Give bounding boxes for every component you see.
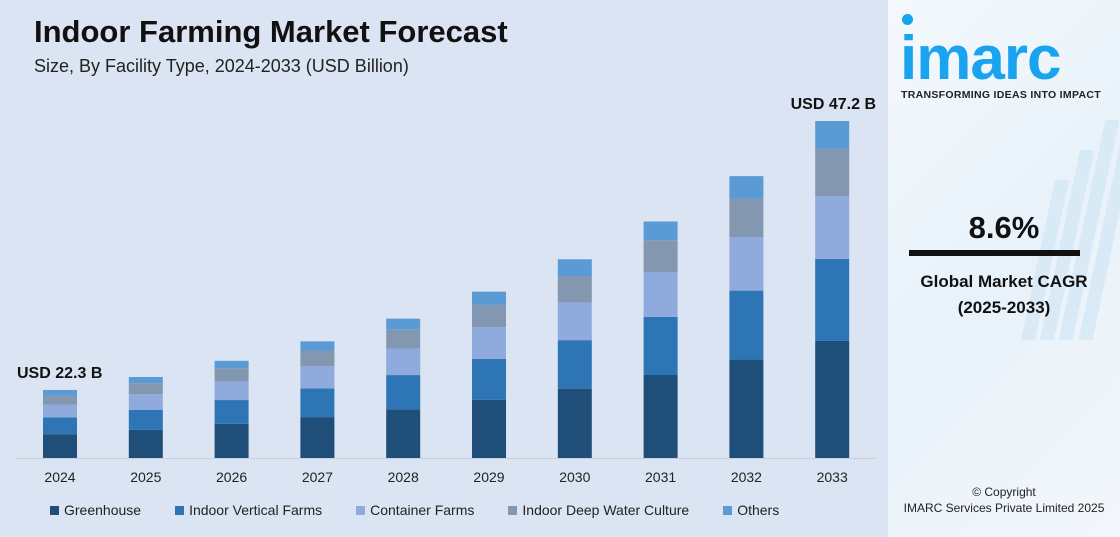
x-tick-label: 2032 <box>731 469 762 485</box>
x-tick-label: 2033 <box>817 469 848 485</box>
bar-greenhouse-2029 <box>472 399 506 458</box>
bar-others-2027 <box>300 341 335 351</box>
legend-swatch <box>50 505 59 515</box>
cagr-label-text: Global Market CAGR <box>920 272 1088 291</box>
x-tick-label: 2031 <box>645 469 676 485</box>
x-tick-label: 2028 <box>388 469 419 485</box>
stacked-bar-chart: 2024 USD 22.3 B 2025 2026 2027 2028 2029 2030 20… <box>16 96 876 485</box>
bar-indoor-deep-water-culture-2026 <box>214 368 249 382</box>
bar-others-2026 <box>214 360 249 369</box>
bar-others-2028 <box>386 318 421 330</box>
bar-container-farms-2028 <box>386 348 421 376</box>
info-panel: imarc TRANSFORMING IDEAS INTO IMPACT 8.6… <box>888 0 1120 537</box>
bar-indoor-vertical-farms-2032 <box>729 290 764 360</box>
legend-item: Greenhouse <box>50 502 141 518</box>
page-subtitle: Size, By Facility Type, 2024-2033 (USD B… <box>34 56 409 76</box>
bar-others-2029 <box>472 291 506 305</box>
x-tick-label: 2024 <box>44 469 75 485</box>
logo-tagline: TRANSFORMING IDEAS INTO IMPACT <box>901 89 1101 101</box>
chart-panel: Indoor Farming Market Forecast Size, By … <box>0 0 888 537</box>
company-name: IMARC Services Private Limited 2025 <box>903 501 1105 515</box>
x-tick-label: 2025 <box>130 469 161 485</box>
x-tick-label: 2030 <box>559 469 590 485</box>
bar-indoor-vertical-farms-2026 <box>214 400 249 424</box>
x-tick-label: 2029 <box>473 469 504 485</box>
bar-container-farms-2031 <box>643 272 678 317</box>
bar-others-2025 <box>128 377 163 384</box>
bar-indoor-vertical-farms-2031 <box>643 316 678 375</box>
bar-others-2030 <box>557 259 592 277</box>
bar-container-farms-2029 <box>472 327 506 359</box>
imarc-logo: imarc <box>900 24 1061 93</box>
logo-dot <box>902 14 913 25</box>
bar-greenhouse-2025 <box>128 429 163 458</box>
bar-greenhouse-2030 <box>557 388 592 458</box>
bar-indoor-deep-water-culture-2028 <box>386 329 421 349</box>
bar-greenhouse-2033 <box>815 340 850 458</box>
bar-container-farms-2033 <box>815 195 850 259</box>
bar-indoor-deep-water-culture-2024 <box>43 395 77 405</box>
bar-greenhouse-2026 <box>214 423 249 458</box>
bar-indoor-deep-water-culture-2029 <box>472 304 506 328</box>
legend-label: Others <box>737 502 780 518</box>
bar-greenhouse-2024 <box>43 434 77 458</box>
bar-indoor-vertical-farms-2030 <box>557 340 592 389</box>
bar-container-farms-2032 <box>729 237 764 291</box>
bar-indoor-deep-water-culture-2033 <box>815 148 850 196</box>
divider <box>909 250 1080 256</box>
bar-container-farms-2024 <box>43 404 77 418</box>
bar-greenhouse-2032 <box>729 359 764 458</box>
bar-indoor-vertical-farms-2028 <box>386 375 421 410</box>
bar-indoor-vertical-farms-2024 <box>43 417 77 435</box>
x-tick-label: 2026 <box>216 469 247 485</box>
legend-item: Container Farms <box>356 502 474 518</box>
bar-indoor-vertical-farms-2033 <box>815 258 850 341</box>
legend-swatch <box>723 505 733 515</box>
total-annotation: USD 47.2 B <box>791 96 876 113</box>
legend-label: Greenhouse <box>64 502 142 518</box>
legend-swatch <box>508 505 518 515</box>
page-title: Indoor Farming Market Forecast <box>34 14 508 49</box>
legend-swatch <box>356 505 366 515</box>
legend-item: Indoor Vertical Farms <box>175 502 322 518</box>
cagr-label: Global Market CAGR (2025-2033) <box>888 269 1120 321</box>
legend: Greenhouse Indoor Vertical Farms Container… <box>50 502 813 518</box>
bar-greenhouse-2031 <box>643 374 678 458</box>
bar-others-2033 <box>815 121 850 149</box>
bar-others-2024 <box>43 389 77 396</box>
bar-container-farms-2027 <box>300 366 335 389</box>
total-annotation: USD 22.3 B <box>17 365 102 382</box>
bar-others-2032 <box>729 176 764 199</box>
legend-item: Indoor Deep Water Culture <box>508 502 689 518</box>
bar-indoor-deep-water-culture-2027 <box>300 350 335 367</box>
bar-others-2031 <box>643 221 678 241</box>
copyright-text: © Copyright <box>972 485 1036 499</box>
bar-indoor-deep-water-culture-2025 <box>128 383 163 395</box>
legend-label: Indoor Vertical Farms <box>189 502 323 518</box>
copyright: © Copyright IMARC Services Private Limit… <box>888 484 1120 516</box>
bar-indoor-deep-water-culture-2030 <box>557 276 592 303</box>
legend-swatch <box>175 505 185 515</box>
bar-container-farms-2030 <box>557 302 592 341</box>
bar-indoor-vertical-farms-2029 <box>472 358 506 400</box>
bar-container-farms-2026 <box>214 381 249 401</box>
legend-label: Indoor Deep Water Culture <box>522 502 690 518</box>
bar-indoor-deep-water-culture-2031 <box>643 240 678 273</box>
legend-item: Others <box>723 502 779 518</box>
cagr-value: 8.6% <box>968 210 1040 245</box>
bar-indoor-vertical-farms-2025 <box>128 409 163 430</box>
bar-indoor-deep-water-culture-2032 <box>729 198 764 238</box>
bar-container-farms-2025 <box>128 394 163 410</box>
cagr-period: (2025-2033) <box>957 298 1051 317</box>
legend-label: Container Farms <box>370 502 475 518</box>
bar-greenhouse-2028 <box>386 409 421 458</box>
bar-greenhouse-2027 <box>300 417 335 458</box>
x-tick-label: 2027 <box>302 469 333 485</box>
bar-indoor-vertical-farms-2027 <box>300 388 335 418</box>
